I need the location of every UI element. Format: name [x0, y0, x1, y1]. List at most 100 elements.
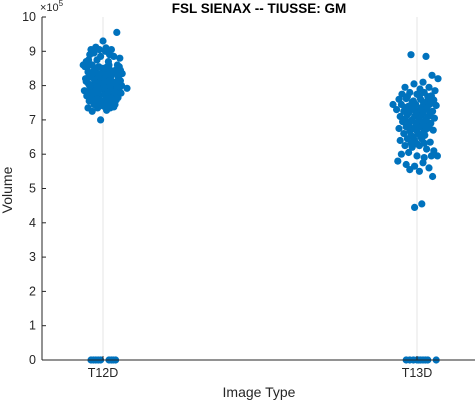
data-point: [94, 88, 102, 97]
data-point: [88, 107, 96, 115]
y-tick-label: 8: [29, 79, 36, 93]
data-point: [413, 152, 421, 160]
data-point: [409, 104, 417, 112]
data-point: [410, 80, 418, 88]
data-point: [425, 83, 433, 91]
y-tick-label: 5: [29, 182, 36, 196]
data-point: [396, 136, 404, 145]
y-tick-label: 0: [29, 353, 36, 367]
data-point: [433, 152, 441, 160]
y-tick-label: 2: [29, 284, 36, 298]
data-point: [95, 46, 103, 54]
data-point: [431, 87, 439, 95]
data-point: [428, 71, 436, 79]
data-point: [389, 100, 397, 109]
data-point: [405, 109, 413, 117]
data-point: [393, 106, 401, 114]
data-point: [423, 104, 431, 112]
data-point: [93, 95, 101, 103]
x-tick-label: T13D: [402, 366, 433, 380]
data-point: [401, 83, 409, 91]
data-point: [420, 128, 428, 136]
data-point: [419, 78, 427, 86]
x-axis-label: Image Type: [223, 384, 296, 400]
data-point: [116, 77, 124, 85]
data-point: [419, 121, 427, 129]
data-point: [85, 56, 93, 64]
data-point: [106, 82, 114, 90]
y-tick-label: 7: [29, 113, 36, 127]
data-point: [118, 70, 126, 78]
data-point: [402, 160, 410, 169]
data-point: [397, 150, 405, 158]
data-point: [83, 63, 91, 71]
data-point: [86, 82, 94, 90]
data-point: [93, 83, 101, 91]
data-point: [84, 88, 92, 97]
data-point: [90, 100, 98, 109]
data-point: [415, 115, 423, 123]
data-point: [102, 95, 110, 103]
data-point: [409, 133, 417, 141]
data-point: [408, 116, 416, 124]
y-tick-label: 9: [29, 44, 36, 58]
data-point: [425, 164, 433, 172]
data-point: [90, 49, 98, 57]
data-point: [422, 52, 430, 61]
y-tick-label: 3: [29, 250, 36, 264]
data-point: [426, 138, 434, 146]
y-tick-label: 10: [22, 10, 36, 24]
data-point: [123, 84, 131, 92]
y-tick-label: 1: [29, 319, 36, 333]
data-point: [415, 92, 423, 100]
data-point: [419, 109, 427, 117]
y-exponent-label: ×105: [40, 0, 64, 14]
data-point: [395, 124, 403, 133]
data-point: [105, 61, 113, 69]
x-tick-label: T12D: [88, 366, 119, 380]
data-point: [418, 200, 426, 208]
data-point: [100, 83, 108, 91]
data-point: [425, 122, 433, 130]
data-point: [405, 148, 413, 157]
data-point: [91, 76, 99, 85]
data-point: [116, 54, 124, 62]
data-point: [403, 93, 411, 101]
data-point: [103, 106, 111, 114]
data-point: [97, 116, 105, 124]
data-point: [401, 142, 409, 150]
data-point: [429, 172, 437, 181]
data-point: [394, 157, 402, 165]
data-point: [407, 51, 415, 59]
data-point: [412, 121, 420, 129]
data-point: [97, 52, 105, 61]
data-point: [401, 104, 409, 112]
data-point: [102, 71, 110, 79]
data-point: [426, 110, 434, 118]
data-point: [96, 100, 104, 109]
data-point: [406, 166, 414, 174]
data-point: [412, 110, 420, 118]
data-point: [117, 89, 125, 97]
data-point: [413, 127, 421, 135]
data-point: [427, 152, 435, 160]
chart-title: FSL SIENAX -- TIUSSE: GM: [172, 1, 347, 16]
data-point: [423, 145, 431, 153]
data-point: [99, 64, 107, 72]
data-point: [406, 127, 414, 135]
data-point: [413, 140, 421, 148]
data-point: [434, 75, 442, 83]
data-point: [411, 203, 419, 211]
data-point: [401, 115, 409, 123]
data-point: [408, 98, 416, 106]
data-point: [112, 96, 120, 104]
y-axis-label: Volume: [0, 166, 15, 213]
data-point: [427, 98, 435, 106]
data-point: [95, 70, 103, 78]
data-point: [110, 103, 118, 111]
data-point: [405, 121, 413, 129]
data-point: [420, 139, 428, 147]
data-point: [417, 133, 425, 141]
data-point: [89, 67, 97, 75]
